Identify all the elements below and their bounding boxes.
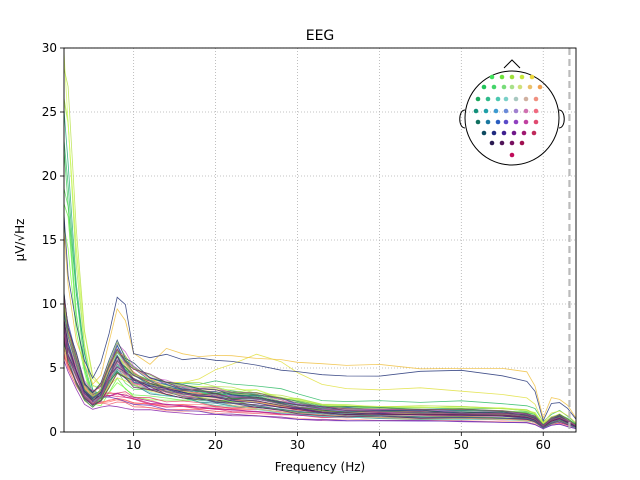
sensor-dot bbox=[481, 130, 487, 136]
head-right-ear bbox=[558, 109, 565, 129]
psd-channel-line bbox=[64, 318, 576, 429]
sensor-dot bbox=[473, 108, 479, 114]
sensor-dot bbox=[485, 119, 491, 125]
sensor-dot bbox=[483, 108, 489, 114]
sensor-dot bbox=[531, 130, 537, 136]
psd-lines bbox=[64, 52, 576, 430]
psd-channel-line bbox=[64, 231, 576, 420]
x-axis-label: Frequency (Hz) bbox=[275, 460, 366, 474]
y-axis-ticks: 0 5 10 15 20 25 30 bbox=[42, 41, 64, 439]
head-nose bbox=[503, 59, 521, 69]
x-tick-label: 50 bbox=[454, 438, 469, 452]
sensor-dot bbox=[509, 140, 515, 146]
sensor-dot bbox=[513, 96, 519, 102]
x-axis-ticks: 10 20 30 40 50 60 bbox=[126, 432, 551, 452]
sensor-dot bbox=[501, 84, 507, 90]
sensor-dot bbox=[533, 119, 539, 125]
psd-channel-line bbox=[64, 326, 576, 427]
sensor-dot bbox=[509, 74, 515, 80]
sensor-dot bbox=[527, 84, 533, 90]
sensor-dot bbox=[503, 108, 509, 114]
sensor-dot bbox=[499, 74, 505, 80]
sensor-dot bbox=[503, 96, 509, 102]
sensor-dot bbox=[501, 130, 507, 136]
chart-title: EEG bbox=[306, 28, 335, 44]
sensor-dot bbox=[521, 130, 527, 136]
sensor-dot bbox=[523, 96, 529, 102]
sensor-dot bbox=[519, 140, 525, 146]
sensor-dot bbox=[533, 108, 539, 114]
x-tick-label: 60 bbox=[536, 438, 551, 452]
psd-channel-line bbox=[64, 214, 576, 422]
sensor-dot bbox=[491, 130, 497, 136]
sensor-dot bbox=[489, 140, 495, 146]
sensor-dot bbox=[519, 74, 525, 80]
head-left-ear bbox=[459, 109, 466, 129]
sensor-topomap-inset bbox=[459, 59, 565, 166]
y-axis-label: µV/√Hz bbox=[13, 219, 27, 262]
sensor-dot bbox=[495, 119, 501, 125]
sensor-dot bbox=[523, 119, 529, 125]
psd-channel-line bbox=[64, 342, 576, 426]
head-outline bbox=[464, 70, 560, 166]
psd-channel-line bbox=[64, 313, 576, 428]
sensor-dot bbox=[491, 84, 497, 90]
sensor-dot bbox=[511, 130, 517, 136]
sensor-dot bbox=[529, 74, 535, 80]
sensor-dot bbox=[523, 108, 529, 114]
sensor-dot bbox=[517, 84, 523, 90]
sensor-dot bbox=[493, 108, 499, 114]
sensor-dot bbox=[489, 74, 495, 80]
sensor-dot bbox=[495, 96, 501, 102]
psd-channel-line bbox=[64, 337, 576, 428]
y-tick-label: 25 bbox=[42, 105, 57, 119]
sensor-dot bbox=[509, 84, 515, 90]
sensor-dot bbox=[475, 119, 481, 125]
x-tick-label: 40 bbox=[372, 438, 387, 452]
psd-channel-line bbox=[64, 294, 576, 427]
y-tick-label: 30 bbox=[42, 41, 57, 55]
sensor-dot bbox=[499, 140, 505, 146]
y-tick-label: 5 bbox=[49, 361, 57, 375]
sensor-dot bbox=[475, 96, 481, 102]
sensor-dot bbox=[513, 108, 519, 114]
psd-channel-line bbox=[64, 292, 576, 427]
x-tick-label: 10 bbox=[126, 438, 141, 452]
x-tick-label: 30 bbox=[290, 438, 305, 452]
sensor-dot bbox=[503, 119, 509, 125]
sensor-dot bbox=[485, 96, 491, 102]
y-tick-label: 15 bbox=[42, 233, 57, 247]
x-tick-label: 20 bbox=[208, 438, 223, 452]
sensor-dot bbox=[537, 84, 543, 90]
y-tick-label: 0 bbox=[49, 425, 57, 439]
sensor-dots bbox=[473, 74, 543, 158]
y-tick-label: 20 bbox=[42, 169, 57, 183]
sensor-dot bbox=[513, 119, 519, 125]
sensor-dot bbox=[481, 84, 487, 90]
y-tick-label: 10 bbox=[42, 297, 57, 311]
sensor-dot bbox=[533, 96, 539, 102]
sensor-dot bbox=[509, 152, 515, 158]
